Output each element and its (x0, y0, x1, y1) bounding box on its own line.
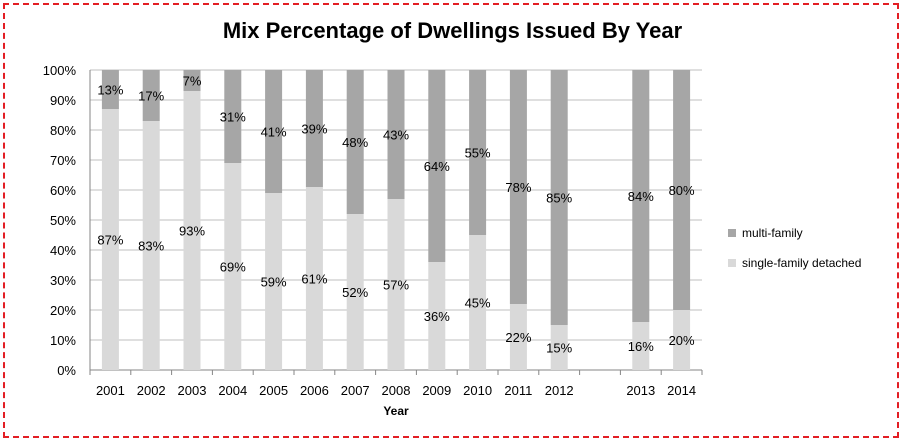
legend-label: multi-family (742, 226, 803, 240)
data-label-multi-family: 48% (342, 135, 368, 150)
bar-multi-family-2003 (183, 70, 201, 91)
x-tick-label: 2010 (463, 383, 492, 398)
y-tick-label: 0% (57, 363, 76, 378)
data-label-single-family: 36% (424, 309, 450, 324)
x-tick-label: 2011 (504, 383, 532, 398)
data-label-single-family: 22% (505, 330, 531, 345)
bar-multi-family-2014 (673, 70, 691, 310)
data-label-multi-family: 17% (138, 89, 164, 104)
x-axis-title: Year (383, 404, 409, 418)
chart-border (3, 3, 899, 438)
data-label-multi-family: 41% (261, 125, 287, 140)
bar-multi-family-2005 (265, 70, 283, 193)
data-label-multi-family: 39% (301, 122, 327, 137)
data-label-multi-family: 78% (505, 180, 531, 195)
bar-single-family-2007 (346, 214, 364, 370)
x-tick-label: 2008 (382, 383, 411, 398)
bar-multi-family-2001 (101, 70, 119, 109)
y-tick-label: 30% (50, 273, 76, 288)
bar-multi-family-2004 (224, 70, 242, 163)
bar-single-family-2003 (183, 91, 201, 370)
x-tick-label: 2012 (545, 383, 574, 398)
y-tick-label: 60% (50, 183, 76, 198)
bar-single-family-2012 (550, 325, 568, 370)
data-label-single-family: 93% (179, 224, 205, 239)
bar-multi-family-2010 (469, 70, 487, 235)
x-tick-label: 2001 (96, 383, 125, 398)
legend-swatch-multi-family (728, 229, 736, 237)
data-label-single-family: 69% (220, 260, 246, 275)
data-label-multi-family: 84% (628, 189, 654, 204)
data-label-single-family: 16% (628, 339, 654, 354)
data-label-single-family: 52% (342, 285, 368, 300)
data-label-multi-family: 31% (220, 110, 246, 125)
x-tick-label: 2006 (300, 383, 329, 398)
bar-single-family-2005 (265, 193, 283, 370)
bar-multi-family-2007 (346, 70, 364, 214)
chart-title: Mix Percentage of Dwellings Issued By Ye… (222, 18, 683, 43)
data-label-multi-family: 7% (183, 74, 202, 89)
x-tick-label: 2004 (218, 383, 247, 398)
bar-single-family-2001 (101, 109, 119, 370)
data-label-multi-family: 55% (465, 146, 491, 161)
bar-multi-family-2012 (550, 70, 568, 325)
data-label-single-family: 15% (546, 341, 572, 356)
bar-single-family-2013 (632, 322, 650, 370)
data-label-single-family: 57% (383, 278, 409, 293)
y-tick-label: 10% (50, 333, 76, 348)
x-tick-label: 2005 (259, 383, 288, 398)
y-tick-label: 50% (50, 213, 76, 228)
bar-single-family-2009 (428, 262, 446, 370)
y-tick-label: 40% (50, 243, 76, 258)
data-label-single-family: 61% (301, 272, 327, 287)
legend-swatch-single-family (728, 259, 736, 267)
bar-single-family-2002 (142, 121, 160, 370)
x-tick-label: 2002 (137, 383, 166, 398)
x-tick-label: 2003 (178, 383, 207, 398)
bar-single-family-2006 (305, 187, 323, 370)
y-tick-label: 90% (50, 93, 76, 108)
legend-label: single-family detached (742, 256, 861, 270)
data-label-single-family: 20% (669, 333, 695, 348)
data-label-single-family: 83% (138, 239, 164, 254)
bar-multi-family-2002 (142, 70, 160, 121)
data-label-multi-family: 85% (546, 191, 572, 206)
y-tick-label: 80% (50, 123, 76, 138)
bar-multi-family-2013 (632, 70, 650, 322)
data-label-multi-family: 13% (97, 83, 123, 98)
x-tick-label: 2007 (341, 383, 370, 398)
data-label-single-family: 59% (261, 275, 287, 290)
y-tick-label: 20% (50, 303, 76, 318)
x-tick-label: 2014 (667, 383, 696, 398)
bar-single-family-2008 (387, 199, 405, 370)
data-label-multi-family: 64% (424, 159, 450, 174)
data-label-multi-family: 80% (669, 183, 695, 198)
bar-multi-family-2011 (509, 70, 527, 304)
data-label-single-family: 45% (465, 296, 491, 311)
y-tick-label: 100% (43, 63, 77, 78)
bar-single-family-2004 (224, 163, 242, 370)
x-tick-label: 2009 (422, 383, 451, 398)
y-tick-label: 70% (50, 153, 76, 168)
bar-single-family-2014 (673, 310, 691, 370)
bar-single-family-2010 (469, 235, 487, 370)
x-tick-label: 2013 (626, 383, 655, 398)
bar-multi-family-2008 (387, 70, 405, 199)
bar-single-family-2011 (509, 304, 527, 370)
data-label-single-family: 87% (97, 233, 123, 248)
bar-multi-family-2006 (305, 70, 323, 187)
data-label-multi-family: 43% (383, 128, 409, 143)
bar-multi-family-2009 (428, 70, 446, 262)
